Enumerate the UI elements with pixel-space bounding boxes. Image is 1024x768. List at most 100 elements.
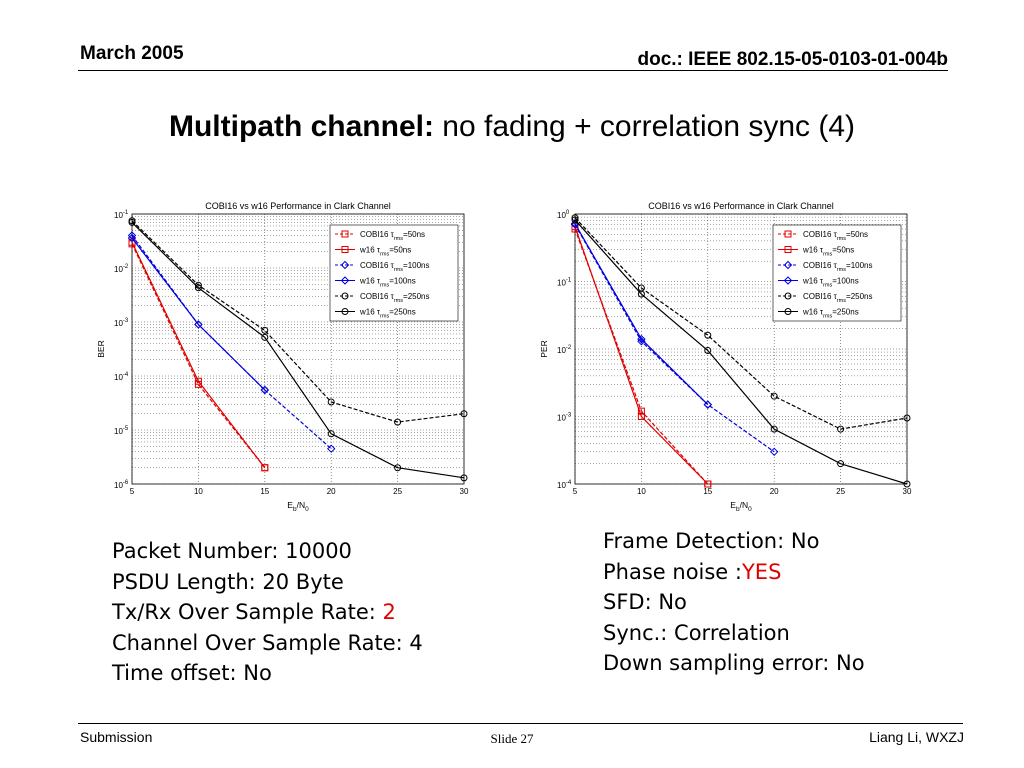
data-point — [637, 290, 645, 298]
x-tick-label: 20 — [770, 487, 779, 496]
legend-entry: w16 τrms=250ns — [802, 308, 859, 320]
x-tick-label: 30 — [903, 487, 912, 496]
plot-frame — [131, 213, 465, 485]
slide-title-bold: Multipath channel: — [168, 110, 434, 143]
param-text: Phase noise : — [603, 559, 742, 584]
data-point — [327, 430, 335, 438]
data-point — [194, 377, 202, 385]
data-point — [341, 292, 349, 300]
data-point — [903, 480, 911, 488]
chart-title: COBI16 vs w16 Performance in Clark Chann… — [205, 201, 391, 211]
data-point — [784, 230, 792, 238]
data-point — [837, 460, 845, 468]
data-point — [704, 331, 712, 339]
legend-entry: COBI16 τrms=250ns — [360, 292, 429, 304]
series-line — [574, 228, 709, 485]
data-point — [571, 216, 579, 224]
series-solid — [128, 218, 468, 482]
param-line: Phase noise :YES — [603, 557, 865, 588]
legend-entry: w16 τrms=100ns — [802, 277, 859, 289]
data-point — [394, 464, 402, 472]
legend-entry: w16 τrms=50ns — [802, 246, 854, 258]
ber-chart: COBI16 vs w16 Performance in Clark Chann… — [92, 198, 472, 518]
param-highlight: 2 — [382, 600, 396, 624]
x-tick-label: 5 — [130, 487, 135, 496]
param-line: Down sampling error: No — [603, 648, 865, 679]
y-tick-label: 10-4 — [114, 372, 129, 382]
param-text: Tx/Rx Over Sample Rate: — [112, 600, 383, 624]
data-point — [460, 474, 468, 482]
data-point — [261, 333, 269, 341]
data-point — [703, 400, 713, 409]
param-text: SFD: No — [603, 590, 687, 614]
data-point — [770, 425, 778, 433]
series-line — [574, 219, 908, 485]
chart-title: COBI16 vs w16 Performance in Clark Chann… — [648, 201, 834, 211]
data-point — [460, 410, 468, 418]
header-date: March 2005 — [80, 43, 184, 64]
data-point — [260, 385, 270, 395]
x-tick-label: 25 — [836, 487, 845, 496]
y-tick-label: 10-5 — [114, 426, 129, 436]
data-point — [194, 320, 203, 329]
legend-entry: COBI16 τrms=100ns — [360, 261, 429, 273]
legend: COBI16 τrms=50ns w16 τrms=50ns COBI16 τrms… — [329, 224, 459, 322]
x-tick-label: 10 — [637, 487, 646, 496]
series-line — [131, 241, 266, 469]
legend-entry: w16 τrms=50ns — [359, 246, 411, 258]
data-point — [341, 246, 349, 253]
x-tick-label: 15 — [260, 487, 269, 496]
plot-frame — [574, 213, 908, 485]
x-axis-label: Eb/N0 — [730, 500, 752, 513]
data-point — [326, 444, 336, 453]
per-chart: COBI16 vs w16 Performance in Clark Chann… — [535, 198, 915, 518]
data-point — [704, 480, 712, 488]
data-point — [127, 231, 137, 240]
series-line — [574, 224, 775, 453]
param-highlight: YES — [741, 559, 782, 584]
y-tick-label: 10-4 — [557, 480, 572, 490]
param-line: Time offset: No — [112, 658, 423, 689]
data-point — [341, 308, 349, 315]
legend-box — [772, 224, 902, 322]
x-tick-label: 30 — [460, 487, 469, 496]
x-tick-label: 10 — [194, 487, 203, 496]
series-solid — [571, 223, 712, 488]
data-point — [340, 276, 350, 285]
x-tick-label: 5 — [573, 487, 578, 496]
y-tick-label: 10-3 — [114, 318, 129, 328]
param-line: Packet Number: 10000 — [112, 536, 423, 567]
series-line — [574, 223, 709, 406]
legend-entry: COBI16 τrms=250ns — [803, 292, 872, 304]
data-point — [704, 347, 712, 355]
header-doc-id: doc.: IEEE 802.15-05-0103-01-004b — [637, 49, 948, 70]
param-line: Channel Over Sample Rate: 4 — [112, 628, 423, 659]
legend: COBI16 τrms=50ns w16 τrms=50ns COBI16 τrms… — [772, 224, 902, 322]
footer-author: Liang Li, WXZJ — [869, 729, 964, 745]
param-line: SFD: No — [603, 587, 865, 618]
data-point — [637, 413, 645, 420]
param-text: Sync.: Correlation — [603, 620, 790, 645]
param-line: PSDU Length: 20 Byte — [112, 567, 423, 598]
footer-slide-number: Slide 27 — [490, 731, 534, 746]
data-point — [637, 334, 646, 344]
param-text: Channel Over Sample Rate: 4 — [112, 630, 423, 655]
legend-entry: COBI16 τrms=50ns — [360, 230, 425, 242]
param-text: PSDU Length: 20 Byte — [112, 569, 344, 594]
data-point — [784, 308, 792, 315]
data-point — [770, 392, 778, 400]
data-point — [637, 407, 645, 415]
x-tick-label: 15 — [703, 487, 712, 496]
data-point — [341, 230, 349, 238]
series-line — [131, 243, 266, 469]
y-tick-label: 10-6 — [114, 480, 129, 490]
data-point — [261, 326, 269, 334]
y-axis-label: BER — [96, 340, 106, 357]
legend-entry: COBI16 τrms=50ns — [803, 230, 868, 242]
data-point — [837, 425, 845, 433]
series-line — [131, 221, 465, 479]
data-point — [261, 464, 269, 472]
chart-svg: COBI16 vs w16 Performance in Clark Chann… — [96, 201, 469, 513]
data-point — [327, 398, 335, 406]
param-text: Down sampling error: No — [603, 651, 865, 675]
